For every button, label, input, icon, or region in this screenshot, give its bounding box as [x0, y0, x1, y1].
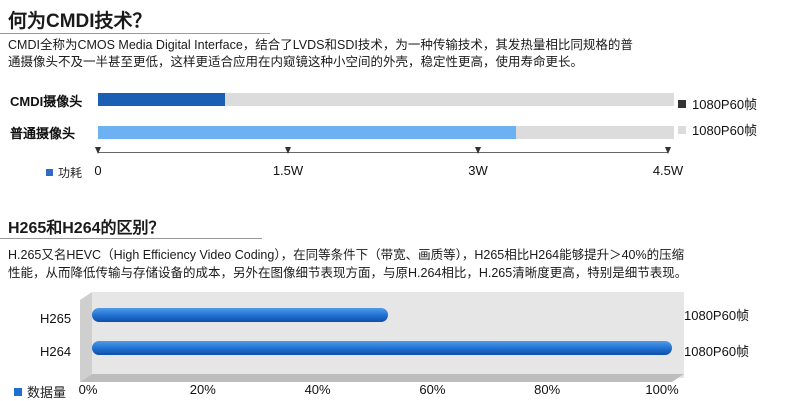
chart-floor — [80, 374, 684, 382]
axis-legend-power: 功耗 — [46, 164, 82, 181]
bar-track-normal — [98, 126, 674, 139]
x-tick-mark — [665, 147, 671, 155]
chart-back-wall — [92, 292, 684, 378]
bar-h264 — [92, 341, 672, 355]
section-title-h265: H265和H264的区别？ — [8, 220, 165, 237]
h265-description-line-2: 性能，从而降低传输与存储设备的成本，另外在图像细节表现方面，与原H.264相比，… — [8, 266, 688, 280]
section-title-cmdi: 何为CMDI技术？ — [8, 11, 152, 32]
x-tick-label: 40% — [304, 382, 331, 397]
legend-label-h264: 1080P60帧 — [684, 344, 750, 359]
x-axis-line — [98, 152, 668, 153]
axis-legend-volume: 数据量 — [14, 382, 66, 401]
bar-h265 — [92, 308, 388, 322]
legend-label-cmdi: 1080P60帧 — [692, 97, 758, 112]
legend-label-normal: 1080P60帧 — [692, 123, 758, 138]
x-tick-mark — [95, 147, 101, 155]
x-tick-label: 20% — [189, 382, 216, 397]
x-tick-label: 80% — [534, 382, 561, 397]
bar-label-h265: H265 — [40, 311, 72, 326]
axis-legend-swatch-2 — [14, 388, 22, 396]
bar-cmdi — [98, 93, 225, 106]
bar-normal — [98, 126, 516, 139]
x-tick-label: 1.5W — [272, 163, 304, 178]
legend-label-h265: 1080P60帧 — [684, 308, 750, 323]
h265-description: H.265又名HEVC（High Efficiency Video Coding… — [8, 246, 794, 282]
axis-legend-label: 功耗 — [58, 166, 83, 180]
legend-item-normal: 1080P60帧 — [678, 120, 757, 139]
bar-label-cmdi: CMDI摄像头 — [10, 94, 83, 109]
title-underline-2 — [0, 238, 262, 239]
chart-side-wall — [80, 292, 92, 382]
x-tick-mark — [475, 147, 481, 155]
power-consumption-chart: CMDI摄像头 普通摄像头 1080P60帧 1080P60帧 0 1.5W 3W 4… — [0, 84, 798, 196]
legend-item-cmdi: 1080P60帧 — [678, 94, 757, 113]
x-tick-label: 60% — [419, 382, 446, 397]
cmdi-description-line-2: 通摄像头不及一半甚至更低，这样更适合应用在内窥镜这种小空间的外壳，稳定性更高，使… — [8, 55, 584, 69]
x-tick-label: 4.5W — [652, 163, 684, 178]
bar-label-h264: H264 — [40, 344, 72, 359]
x-tick-label: 0% — [78, 382, 98, 397]
bar-track-cmdi — [98, 93, 674, 106]
x-tick-mark — [285, 147, 291, 155]
x-tick-label: 0 — [94, 163, 102, 178]
x-tick-label: 3W — [468, 163, 488, 178]
h265-description-line-1: H.265又名HEVC（High Efficiency Video Coding… — [8, 248, 685, 262]
x-tick-label: 100% — [645, 382, 679, 397]
legend-swatch-normal — [678, 126, 686, 134]
bar-label-normal: 普通摄像头 — [10, 126, 76, 141]
data-volume-chart: H265 H264 1080P60帧 1080P60帧 0% 20% 40% 60% 8… — [0, 288, 798, 401]
axis-legend-swatch — [46, 169, 53, 176]
cmdi-description: CMDI全称为CMOS Media Digital Interface，结合了L… — [8, 37, 708, 71]
cmdi-description-line-1: CMDI全称为CMOS Media Digital Interface，结合了L… — [8, 38, 633, 52]
title-underline — [0, 33, 270, 34]
legend-swatch-cmdi — [678, 100, 686, 108]
axis-legend-label-2: 数据量 — [27, 385, 67, 400]
